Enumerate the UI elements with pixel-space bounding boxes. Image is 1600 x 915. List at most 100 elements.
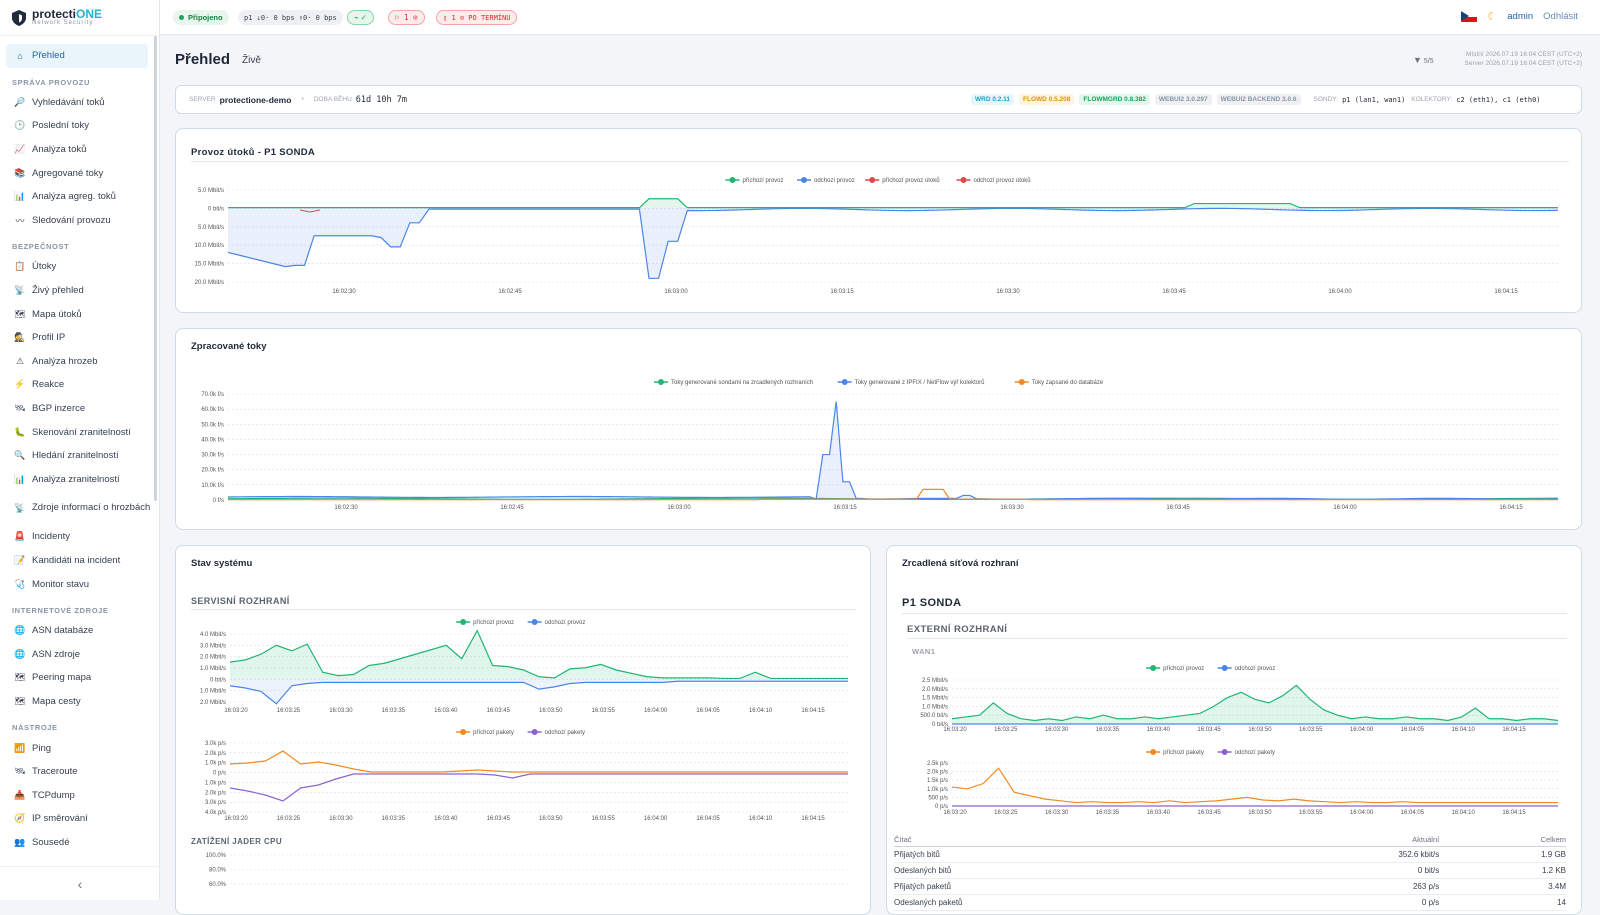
brand-subtitle: Network Security — [32, 20, 94, 26]
nav-icon: 📋 — [14, 261, 26, 272]
nav-section-title: NÁSTROJE — [12, 723, 58, 733]
interface-label: WAN1 — [912, 647, 936, 656]
health-status-badge[interactable]: ⌁ ✓ — [347, 10, 374, 25]
document-icon: ▯ — [443, 13, 452, 22]
sidebar-item[interactable]: 🛰 Traceroute — [0, 760, 154, 784]
table-row: Přijatých paketů 263 p/s 3.4M — [894, 878, 1566, 895]
sidebar-item-label: Agregované toky — [32, 167, 104, 179]
sidebar-item[interactable]: 🌐 ASN databáze — [0, 619, 154, 643]
nav-icon: 〰 — [15, 215, 25, 226]
sidebar-item-label: BGP inzerce — [32, 403, 86, 415]
sidebar-item[interactable]: ⌂ Přehled — [6, 44, 148, 68]
sidebar-item[interactable]: 🩺 Monitor stavu — [0, 572, 154, 596]
nav-icon: 🗺 — [14, 672, 26, 683]
sidebar-item[interactable]: 🔎 Vyhledávání toků — [0, 91, 154, 115]
sidebar-nav: ⌂ Přehled SPRÁVA PROVOZU 🔎 Vyhledávání toků 🕑… — [0, 44, 154, 854]
nav-icon: 🩺 — [14, 578, 26, 589]
nav-icon: 🕑 — [14, 120, 26, 131]
sidebar-item-label: Živý přehled — [32, 285, 84, 297]
sidebar-item-label: Poslední toky — [32, 120, 90, 132]
connection-status-badge: Připojeno — [173, 10, 229, 25]
sidebar-item-label: Reakce — [32, 379, 65, 391]
sidebar-item-label: ASN zdroje — [32, 648, 81, 660]
nav-icon: 🧭 — [14, 813, 26, 824]
nav-icon: 📈 — [14, 144, 26, 155]
sidebar-item[interactable]: 🗺 Mapa cesty — [0, 690, 154, 714]
sidebar-scrollbar[interactable] — [154, 36, 157, 501]
version-tag: FLOWD 0.5.208 — [1019, 94, 1075, 105]
probe-title: P1 SONDA — [902, 597, 962, 609]
attack-traffic-card: Provoz útoků - P1 SONDA — [175, 128, 1582, 313]
sidebar-item[interactable]: 🚨 Incidenty — [0, 525, 154, 549]
sidebar-item-label: Traceroute — [32, 766, 78, 778]
sidebar-item-label: Zdroje informací o hrozbách — [32, 502, 151, 514]
logout-link[interactable]: Odhlásit — [1543, 11, 1578, 22]
shield-logo-icon — [12, 9, 26, 26]
sidebar-item[interactable]: 📈 Analýza toků — [0, 138, 154, 162]
language-cz-flag-icon[interactable] — [1461, 11, 1478, 22]
traffic-badge[interactable]: p1 ↓0· 0 bps ↑0· 0 bps — [238, 10, 343, 25]
sidebar-collapse-button[interactable]: ‹ — [0, 866, 160, 900]
sidebar-item-label: ASN databáze — [32, 625, 94, 637]
sidebar-item-label: TCPdump — [32, 789, 75, 801]
nav-icon: 📡 — [14, 503, 26, 514]
clock-display: Místní 2026.07.19 16:04 CEST (UTC+2) Serv… — [1464, 51, 1582, 67]
flag-badge[interactable]: ⚐ 1 ⊙ — [388, 10, 425, 25]
filter-indicator[interactable]: ▼ 5/5 — [1413, 55, 1434, 65]
status-dot-icon — [179, 15, 184, 20]
sidebar-item-label: Monitor stavu — [32, 578, 90, 590]
nav-icon: 📡 — [14, 285, 26, 296]
sidebar-item[interactable]: 📋 Útoky — [0, 255, 154, 279]
sidebar-item[interactable]: 📊 Analýza zranitelností — [0, 468, 154, 492]
sidebar-item-label: Peering mapa — [32, 672, 92, 684]
nav-icon: 📝 — [14, 554, 26, 565]
sidebar-item[interactable]: 🕵 Profil IP — [0, 326, 154, 350]
sidebar-item[interactable]: 📥 TCPdump — [0, 783, 154, 807]
sidebar-item[interactable]: 🗺 Mapa útoků — [0, 302, 154, 326]
sidebar-item[interactable]: 〰 Sledování provozu — [0, 209, 154, 233]
sidebar-item[interactable]: 🗺 Peering mapa — [0, 666, 154, 690]
live-indicator[interactable]: Živě — [242, 55, 261, 66]
version-tag: WEBUI2 3.0.297 — [1154, 94, 1212, 105]
user-name-link[interactable]: admin — [1507, 11, 1534, 22]
incident-badge[interactable]: ▯ 1 ⊙ PO TERMÍNU — [436, 10, 518, 25]
sidebar-item[interactable]: 🔍 Hledání zranitelností — [0, 444, 154, 468]
sidebar-item-label: Analýza agreg. toků — [32, 191, 116, 203]
sidebar: protectiONE Network Security ⌂ Přehled SPR… — [0, 0, 160, 900]
nav-icon: 🚨 — [14, 531, 26, 542]
sidebar-item[interactable]: ⚡ Reakce — [0, 373, 154, 397]
sidebar-item[interactable]: ⚠ Analýza hrozeb — [0, 350, 154, 374]
sidebar-item[interactable]: 🛰 BGP inzerce — [0, 397, 154, 421]
sidebar-item[interactable]: 📡 Živý přehled — [0, 279, 154, 303]
table-row: Odeslaných paketů 0 p/s 14 — [894, 894, 1566, 911]
nav-icon: 👥 — [14, 836, 26, 847]
brand[interactable]: protectiONE Network Security — [0, 0, 159, 36]
topbar: Připojeno p1 ↓0· 0 bps ↑0· 0 bps ⌁ ✓ ⚐ 1… — [160, 0, 1600, 35]
sidebar-item[interactable]: 📊 Analýza agreg. toků — [0, 185, 154, 209]
card-title: Zrcadlená síťová rozhraní — [902, 558, 1019, 569]
flag-icon: ⚐ — [395, 13, 405, 22]
sidebar-item[interactable]: 📚 Agregované toky — [0, 161, 154, 185]
nav-icon: 🕵 — [14, 332, 26, 343]
sidebar-item-label: IP směrování — [32, 813, 88, 825]
sidebar-item[interactable]: 🌐 ASN zdroje — [0, 642, 154, 666]
sidebar-item-label: Analýza zranitelností — [32, 473, 120, 485]
server-info-bar: SERVER protectione-demo • DOBA BĚHU 61d 10… — [175, 85, 1582, 114]
sidebar-item-label: Hledání zranitelností — [32, 450, 119, 462]
nav-icon: 🌐 — [14, 648, 26, 659]
sidebar-item-label: Analýza hrozeb — [32, 355, 98, 367]
nav-icon: ⚡ — [14, 379, 26, 390]
sidebar-item[interactable]: 📶 Ping — [0, 736, 154, 760]
sidebar-item[interactable]: 🧭 IP směrování — [0, 807, 154, 831]
table-row: Odeslaných bitů 0 bit/s 1.2 KB — [894, 862, 1566, 879]
sidebar-item[interactable]: 📡 Zdroje informací o hrozbách — [0, 491, 154, 525]
dark-mode-moon-icon[interactable]: ☾ — [1487, 11, 1498, 23]
sidebar-item-label: Sousedé — [32, 836, 70, 848]
sidebar-item[interactable]: 📝 Kandidáti na incident — [0, 549, 154, 573]
pulse-icon: ⌁ — [354, 13, 361, 22]
chevron-left-icon: ‹ — [77, 875, 83, 892]
sidebar-item[interactable]: 🕑 Poslední toky — [0, 114, 154, 138]
sidebar-item[interactable]: 🐛 Skenování zranitelností — [0, 420, 154, 444]
sidebar-item-label: Mapa cesty — [32, 695, 81, 707]
sidebar-item[interactable]: 👥 Sousedé — [0, 831, 154, 854]
